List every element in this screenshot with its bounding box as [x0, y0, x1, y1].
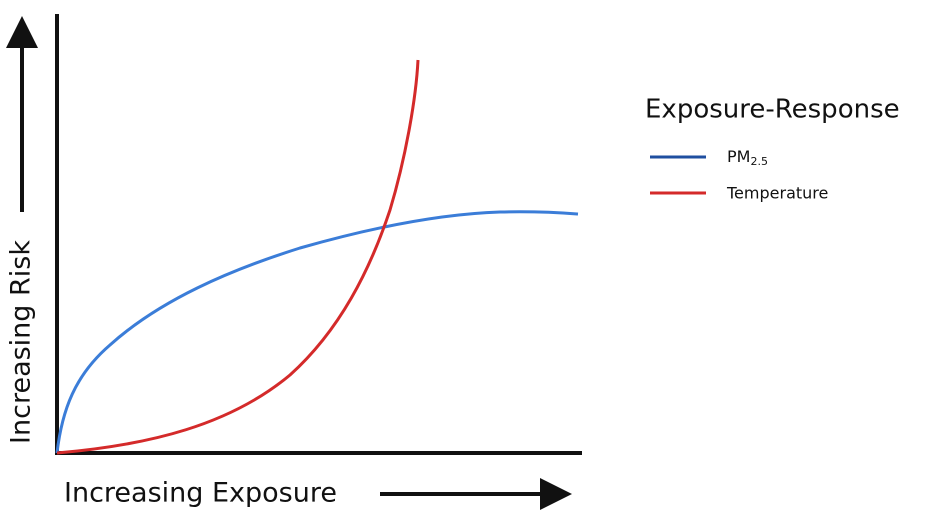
legend-label: Temperature — [726, 184, 828, 203]
legend-label-subscript: 2.5 — [750, 155, 768, 168]
legend-label: PM2.5 — [727, 147, 768, 169]
temperature-curve — [56, 59, 420, 455]
pm25-curve — [55, 210, 579, 454]
legend-label-main: PM — [727, 147, 750, 166]
x-axis-label: Increasing Exposure — [64, 478, 337, 509]
legend-title: Exposure-Response — [645, 95, 900, 125]
y-axis-label: Increasing Risk — [6, 240, 37, 444]
